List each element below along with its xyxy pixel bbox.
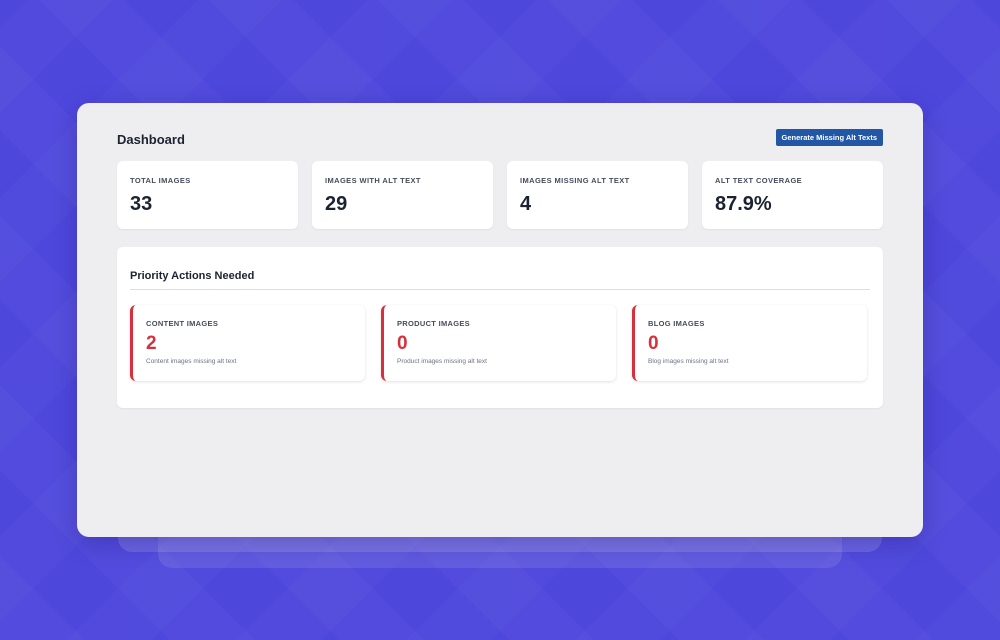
stat-label: TOTAL IMAGES — [130, 176, 191, 185]
action-card-content-images[interactable]: CONTENT IMAGES 2 Content images missing … — [130, 305, 365, 381]
stat-label: IMAGES MISSING ALT TEXT — [520, 176, 630, 185]
stats-row: TOTAL IMAGES 33 IMAGES WITH ALT TEXT 29 … — [117, 161, 883, 229]
priority-actions-panel: Priority Actions Needed CONTENT IMAGES 2… — [117, 247, 883, 408]
section-divider — [130, 289, 870, 290]
stat-value: 4 — [520, 193, 532, 215]
dashboard-window: Dashboard Generate Missing Alt Texts TOT… — [77, 103, 923, 537]
stat-card-alt-text-coverage: ALT TEXT COVERAGE 87.9% — [702, 161, 883, 229]
priority-actions-title: Priority Actions Needed — [130, 270, 255, 282]
stat-card-images-missing-alt-text: IMAGES MISSING ALT TEXT 4 — [507, 161, 688, 229]
generate-missing-alt-texts-button[interactable]: Generate Missing Alt Texts — [775, 129, 883, 146]
stat-value: 33 — [130, 193, 153, 215]
action-card-value: 0 — [648, 333, 659, 354]
action-card-label: CONTENT IMAGES — [146, 319, 219, 328]
action-card-blog-images[interactable]: BLOG IMAGES 0 Blog images missing alt te… — [632, 305, 867, 381]
action-card-value: 2 — [146, 333, 157, 354]
action-card-description: Product images missing alt text — [397, 358, 487, 365]
stat-label: IMAGES WITH ALT TEXT — [325, 176, 421, 185]
page-title: Dashboard — [117, 132, 185, 147]
action-card-product-images[interactable]: PRODUCT IMAGES 0 Product images missing … — [381, 305, 616, 381]
stat-value: 29 — [325, 193, 348, 215]
stat-value: 87.9% — [715, 193, 772, 215]
action-card-description: Content images missing alt text — [146, 358, 237, 365]
dashboard-header: Dashboard Generate Missing Alt Texts — [117, 129, 883, 149]
action-card-description: Blog images missing alt text — [648, 358, 729, 365]
action-card-label: BLOG IMAGES — [648, 319, 705, 328]
stat-card-total-images: TOTAL IMAGES 33 — [117, 161, 298, 229]
action-card-value: 0 — [397, 333, 408, 354]
action-card-label: PRODUCT IMAGES — [397, 319, 470, 328]
stat-label: ALT TEXT COVERAGE — [715, 176, 803, 185]
stat-card-images-with-alt-text: IMAGES WITH ALT TEXT 29 — [312, 161, 493, 229]
